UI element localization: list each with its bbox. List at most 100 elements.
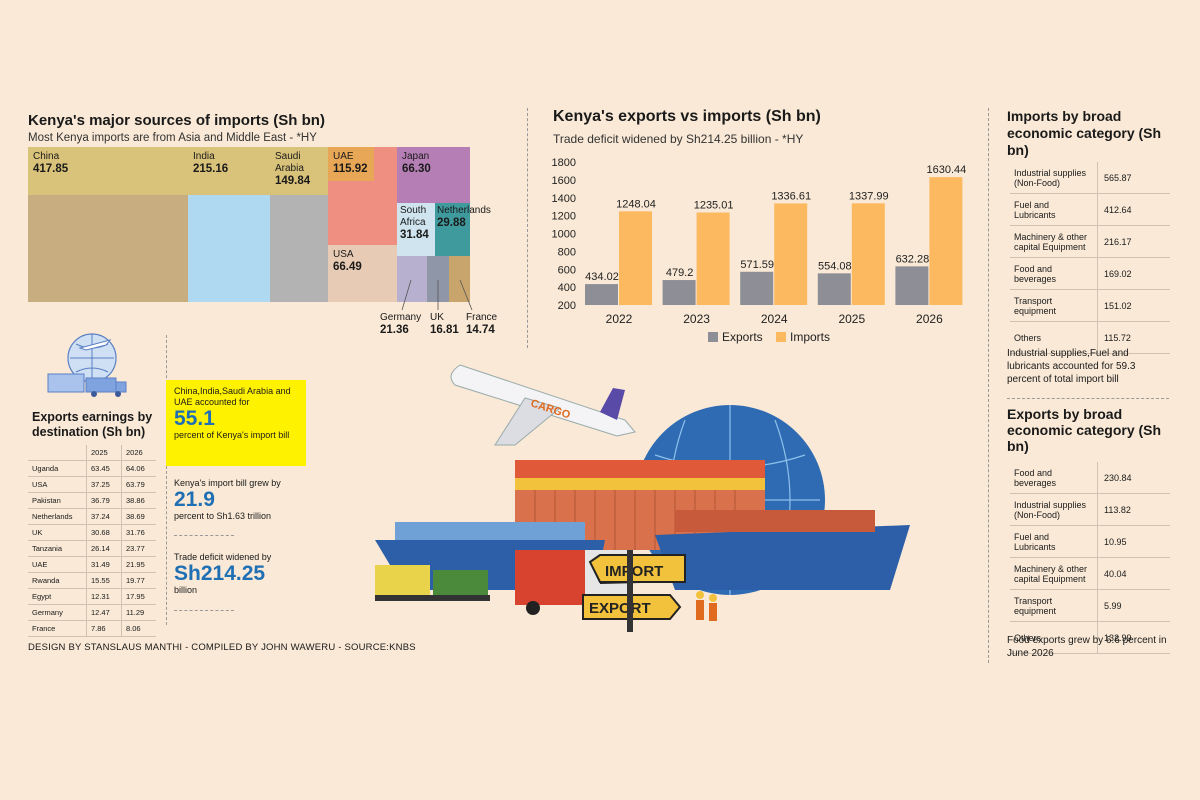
highlight-growth-suffix: percent to Sh1.63 trillion — [174, 511, 272, 521]
treemap-label: India — [193, 151, 215, 162]
bar-exports — [662, 280, 696, 305]
treemap-value: 31.84 — [400, 229, 429, 241]
bar-imports — [851, 203, 885, 305]
x-tick-label: 2022 — [606, 312, 633, 326]
table-row: Fuel and Lubricants 10.95 — [1010, 525, 1170, 558]
destination-country: France — [28, 620, 87, 637]
category-value: 151.02 — [1097, 289, 1170, 322]
bar-imports — [929, 177, 963, 305]
table-row: USA 37.25 63.79 — [28, 476, 156, 493]
treemap-value: 149.84 — [275, 175, 311, 187]
treemap-value: 66.49 — [333, 261, 362, 273]
treemap-cell-south-africa: South Africa 31.84 — [397, 203, 435, 256]
category-value: 132.99 — [1097, 621, 1170, 654]
category-label: Machinery & other capital Equipment — [1010, 225, 1098, 258]
treemap-value: 14.74 — [466, 324, 495, 336]
table-row: Pakistan 36.79 38.86 — [28, 492, 156, 509]
destination-country: Pakistan — [28, 492, 87, 509]
destination-value: 15.55 — [86, 572, 122, 589]
destination-value: 64.06 — [121, 460, 156, 477]
category-value: 5.99 — [1097, 589, 1170, 622]
category-label: Others — [1010, 321, 1098, 354]
credits: DESIGN BY STANSLAUS MANTHI - COMPILED BY… — [28, 642, 416, 653]
destination-value: 8.06 — [121, 620, 156, 637]
category-label: Food and beverages — [1010, 257, 1098, 290]
table-row: Netherlands 37.24 38.69 — [28, 508, 156, 525]
y-tick-label: 1000 — [552, 229, 576, 241]
table-row: Industrial supplies (Non-Food) 565.87 — [1010, 162, 1170, 194]
trade-illustration: CARGO IMPORT EXPORT — [375, 364, 910, 632]
treemap-leader-lines — [401, 279, 473, 311]
treemap-label: Japan — [402, 151, 430, 162]
destination-country: UAE — [28, 556, 87, 573]
treemap-title: Kenya's major sources of imports (Sh bn) — [28, 112, 325, 129]
destination-value: 21.95 — [121, 556, 156, 573]
category-label: Fuel and Lubricants — [1010, 525, 1098, 558]
highlight-share-value: 55.1 — [174, 407, 215, 430]
category-label: Machinery & other capital Equipment — [1010, 557, 1098, 590]
treemap-label: USA — [333, 249, 354, 260]
category-label: Fuel and Lubricants — [1010, 193, 1098, 226]
destination-value: 37.25 — [86, 476, 122, 493]
y-tick-label: 1400 — [552, 193, 576, 205]
bar-value-label: 479.2 — [666, 267, 694, 279]
treemap-subtitle: Most Kenya imports are from Asia and Mid… — [28, 132, 317, 144]
category-value: 113.82 — [1097, 493, 1170, 526]
destination-value: 38.69 — [121, 508, 156, 525]
highlight-share-suffix: percent of Kenya's import bill — [174, 430, 290, 440]
bar-exports — [740, 271, 774, 305]
destination-country: USA — [28, 476, 87, 493]
highlight-deficit-value: Sh214.25 — [174, 562, 266, 585]
treemap-label: China — [33, 151, 60, 162]
bar-imports — [619, 211, 652, 305]
treemap-value: 16.81 — [430, 324, 459, 336]
y-tick-label: 1800 — [552, 157, 576, 169]
category-label: Transport equipment — [1010, 589, 1098, 622]
category-value: 115.72 — [1097, 321, 1170, 354]
treemap-cell-china: China 417.85 — [28, 147, 188, 302]
divider — [527, 108, 528, 348]
destination-country: UK — [28, 524, 87, 541]
category-value: 412.64 — [1097, 193, 1170, 226]
legend-swatch — [776, 332, 786, 342]
treemap-outside-label-germany: Germany 21.36 — [380, 312, 421, 336]
table-row: Others 115.72 — [1010, 321, 1170, 354]
bar-exports — [895, 266, 929, 305]
destination-country: Netherlands — [28, 508, 87, 525]
x-tick-label: 2023 — [683, 312, 710, 326]
exports-category-table: Food and beverages 230.84 Industrial suppl… — [1010, 462, 1170, 654]
table-row: Food and beverages 169.02 — [1010, 257, 1170, 290]
destination-value: 7.86 — [86, 620, 122, 637]
table-row: Industrial supplies (Non-Food) 113.82 — [1010, 493, 1170, 526]
destinations-header: 2025 — [86, 445, 122, 461]
y-tick-label: 600 — [558, 264, 576, 276]
treemap-cell-india: India 215.16 — [188, 147, 270, 302]
bar-imports — [774, 203, 808, 305]
category-value: 216.17 — [1097, 225, 1170, 258]
destination-country: Germany — [28, 604, 87, 621]
category-label: Others — [1010, 621, 1098, 654]
divider — [174, 610, 234, 611]
airplane-icon: CARGO — [450, 364, 636, 446]
x-tick-label: 2025 — [838, 312, 865, 326]
treemap-value: 115.92 — [333, 163, 368, 175]
bar-value-label: 571.59 — [740, 259, 774, 271]
category-value: 230.84 — [1097, 462, 1170, 494]
bar-value-label: 554.08 — [818, 260, 852, 272]
destination-value: 12.47 — [86, 604, 122, 621]
bar-exports — [817, 273, 851, 305]
treemap-label: Saudi Arabia — [275, 151, 304, 174]
category-label: Industrial supplies (Non-Food) — [1010, 493, 1098, 526]
destination-value: 30.68 — [86, 524, 122, 541]
destinations-table: 2025 2026 Uganda 63.45 64.06 USA 37.25 63.79 P… — [28, 445, 156, 637]
chart-title: Kenya's exports vs imports (Sh bn) — [553, 108, 821, 125]
treemap-cell-saudi-arabia: Saudi Arabia 149.84 — [270, 147, 328, 302]
bar-imports — [696, 212, 730, 305]
destination-value: 17.95 — [121, 588, 156, 605]
bar-value-label: 1248.04 — [616, 198, 656, 210]
highlight-growth: Kenya's import bill grew by 21.9 percent… — [174, 478, 304, 522]
table-row: Tanzania 26.14 23.77 — [28, 540, 156, 557]
bar-value-label: 1235.01 — [694, 199, 734, 211]
table-row: Others 132.99 — [1010, 621, 1170, 654]
destination-country: Uganda — [28, 460, 87, 477]
